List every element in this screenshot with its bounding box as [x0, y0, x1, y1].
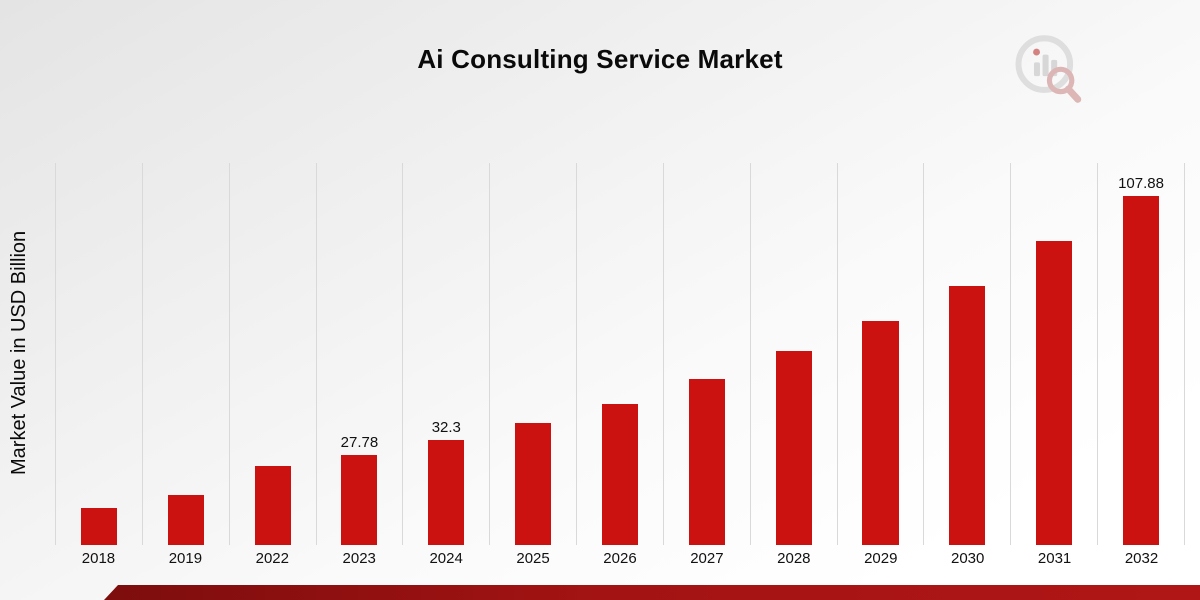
x-tick-label-2026: 2026 — [603, 550, 637, 567]
chart-column-2018 — [55, 163, 142, 545]
bar-value-label-2023: 27.78 — [340, 434, 379, 452]
x-tick-label-2018: 2018 — [81, 550, 116, 567]
bar-2026 — [601, 403, 638, 545]
bar-value-label-2032: 107.88 — [1118, 174, 1164, 192]
chart-title: Ai Consulting Service Market — [417, 44, 783, 74]
bar-2025 — [515, 422, 552, 545]
chart-column-2019 — [141, 163, 229, 545]
chart-column-2026 — [576, 163, 663, 545]
bar-2024 — [428, 440, 465, 545]
bar-value-label-2024: 32.3 — [431, 419, 461, 437]
x-axis-ticks: 2018 2019 2022 2023 2024 2025 2026 2027 2028 2029… — [55, 550, 1185, 570]
chart-column-2023: 27.78 — [315, 163, 403, 545]
bar-2019 — [167, 494, 204, 545]
chart-column-2031 — [1010, 163, 1097, 545]
x-tick-label-2023: 2023 — [342, 550, 376, 567]
x-tick-label-2019: 2019 — [168, 550, 203, 567]
x-tick-label-2024: 2024 — [429, 550, 463, 567]
chart-column-2029 — [836, 163, 924, 545]
bar-2022 — [254, 465, 291, 545]
footer-accent-bar — [104, 585, 1200, 600]
plot-area: 27.78 32.3 107.88 — [55, 163, 1185, 545]
x-tick-label-2030: 2030 — [950, 550, 985, 567]
bar-2018 — [80, 507, 117, 545]
chart-column-2025 — [489, 163, 576, 545]
chart-column-2030 — [923, 163, 1010, 545]
x-tick-label-2025: 2025 — [516, 550, 550, 567]
x-tick-label-2029: 2029 — [864, 550, 898, 567]
chart-column-2022 — [228, 163, 316, 545]
x-tick-label-2031: 2031 — [1037, 550, 1072, 567]
x-tick-label-2028: 2028 — [777, 550, 811, 567]
brand-logo-icon — [1015, 35, 1082, 103]
bar-2029 — [862, 321, 899, 545]
x-tick-label-2032: 2032 — [1124, 550, 1159, 567]
bar-2030 — [949, 286, 986, 545]
x-tick-label-2027: 2027 — [690, 550, 724, 567]
chart-column-2024: 32.3 — [402, 163, 489, 545]
x-tick-label-2022: 2022 — [255, 550, 289, 567]
bar-2027 — [688, 379, 725, 545]
chart-column-2028 — [749, 163, 837, 545]
bar-2028 — [775, 351, 812, 545]
bar-2032 — [1123, 195, 1160, 545]
bar-2031 — [1036, 241, 1073, 545]
bar-2023 — [341, 455, 378, 545]
y-axis-label: Market Value in USD Billion — [8, 230, 30, 475]
chart-column-2032: 107.88 — [1097, 163, 1184, 545]
chart-column-2027 — [662, 163, 750, 545]
